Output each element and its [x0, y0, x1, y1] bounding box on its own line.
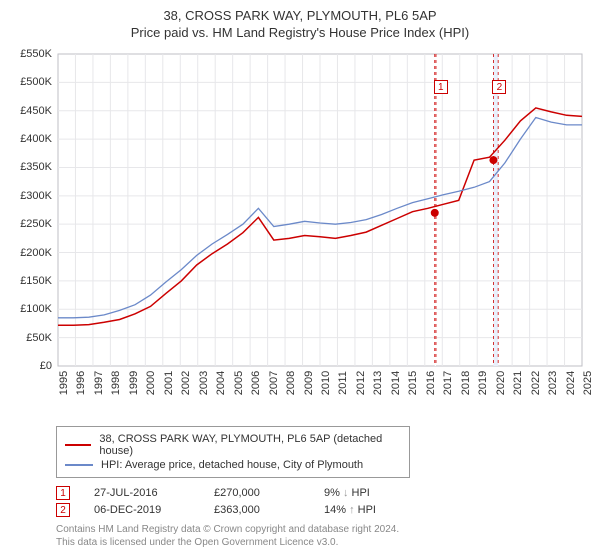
x-axis-tick: 2020: [495, 371, 507, 395]
sale-price: £270,000: [214, 487, 324, 499]
footer-line: This data is licensed under the Open Gov…: [56, 536, 590, 549]
sale-number-badge: 1: [56, 486, 70, 500]
sale-date: 27-JUL-2016: [94, 487, 214, 499]
x-axis-tick: 2022: [530, 371, 542, 395]
x-axis-tick: 2007: [268, 371, 280, 395]
table-row: 2 06-DEC-2019 £363,000 14% ↑ HPI: [56, 503, 590, 517]
legend-swatch: [65, 464, 93, 466]
x-axis-tick: 2004: [215, 371, 227, 395]
x-axis-tick: 1999: [128, 371, 140, 395]
y-axis-tick: £100K: [10, 303, 52, 315]
y-axis-tick: £150K: [10, 275, 52, 287]
x-axis-tick: 2010: [320, 371, 332, 395]
y-axis-tick: £450K: [10, 105, 52, 117]
x-axis-tick: 2003: [198, 371, 210, 395]
x-axis-tick: 1995: [58, 371, 70, 395]
chart-svg: [10, 48, 590, 418]
y-axis-tick: £300K: [10, 190, 52, 202]
y-axis-tick: £350K: [10, 161, 52, 173]
x-axis-tick: 2021: [512, 371, 524, 395]
arrow-up-icon: ↑: [349, 504, 355, 516]
sale-delta: 14% ↑ HPI: [324, 504, 424, 516]
sale-date: 06-DEC-2019: [94, 504, 214, 516]
chart-area: £0 £50K £100K £150K £200K £250K £300K £350K £400…: [10, 48, 590, 418]
legend-label: HPI: Average price, detached house, City…: [101, 459, 363, 471]
y-axis-tick: £550K: [10, 48, 52, 60]
x-axis-tick: 2019: [477, 371, 489, 395]
sales-table: 1 27-JUL-2016 £270,000 9% ↓ HPI 2 06-DEC…: [56, 486, 590, 517]
legend-swatch: [65, 444, 91, 446]
y-axis-tick: £200K: [10, 247, 52, 259]
sale-marker-badge: 1: [434, 80, 448, 94]
y-axis-tick: £250K: [10, 218, 52, 230]
x-axis-tick: 2001: [163, 371, 175, 395]
sale-marker-badge: 2: [492, 80, 506, 94]
legend-label: 38, CROSS PARK WAY, PLYMOUTH, PL6 5AP (d…: [99, 433, 401, 457]
x-axis-tick: 2002: [180, 371, 192, 395]
x-axis-tick: 2006: [250, 371, 262, 395]
sale-delta: 9% ↓ HPI: [324, 487, 424, 499]
x-axis-tick: 2011: [337, 371, 349, 395]
x-axis-tick: 2009: [303, 371, 315, 395]
x-axis-tick: 2016: [425, 371, 437, 395]
x-axis-tick: 2024: [565, 371, 577, 395]
arrow-down-icon: ↓: [343, 487, 349, 499]
x-axis-tick: 2013: [372, 371, 384, 395]
x-axis-tick: 2023: [547, 371, 559, 395]
x-axis-tick: 2000: [145, 371, 157, 395]
x-axis-tick: 1997: [93, 371, 105, 395]
x-axis-tick: 2017: [442, 371, 454, 395]
x-axis-tick: 1996: [75, 371, 87, 395]
legend-item: 38, CROSS PARK WAY, PLYMOUTH, PL6 5AP (d…: [65, 433, 401, 457]
y-axis-tick: £400K: [10, 133, 52, 145]
footer-line: Contains HM Land Registry data © Crown c…: [56, 523, 590, 536]
sale-price: £363,000: [214, 504, 324, 516]
x-axis-tick: 2005: [233, 371, 245, 395]
table-row: 1 27-JUL-2016 £270,000 9% ↓ HPI: [56, 486, 590, 500]
x-axis-tick: 1998: [110, 371, 122, 395]
sale-number-badge: 2: [56, 503, 70, 517]
x-axis-tick: 2014: [390, 371, 402, 395]
legend-item: HPI: Average price, detached house, City…: [65, 459, 401, 471]
x-axis-tick: 2012: [355, 371, 367, 395]
y-axis-tick: £0: [10, 360, 52, 372]
x-axis-tick: 2008: [285, 371, 297, 395]
chart-subtitle: Price paid vs. HM Land Registry's House …: [10, 25, 590, 40]
y-axis-tick: £500K: [10, 76, 52, 88]
footer-note: Contains HM Land Registry data © Crown c…: [56, 523, 590, 549]
chart-title: 38, CROSS PARK WAY, PLYMOUTH, PL6 5AP: [10, 8, 590, 23]
legend-box: 38, CROSS PARK WAY, PLYMOUTH, PL6 5AP (d…: [56, 426, 410, 478]
x-axis-tick: 2025: [582, 371, 594, 395]
x-axis-tick: 2015: [407, 371, 419, 395]
y-axis-tick: £50K: [10, 332, 52, 344]
x-axis-tick: 2018: [460, 371, 472, 395]
